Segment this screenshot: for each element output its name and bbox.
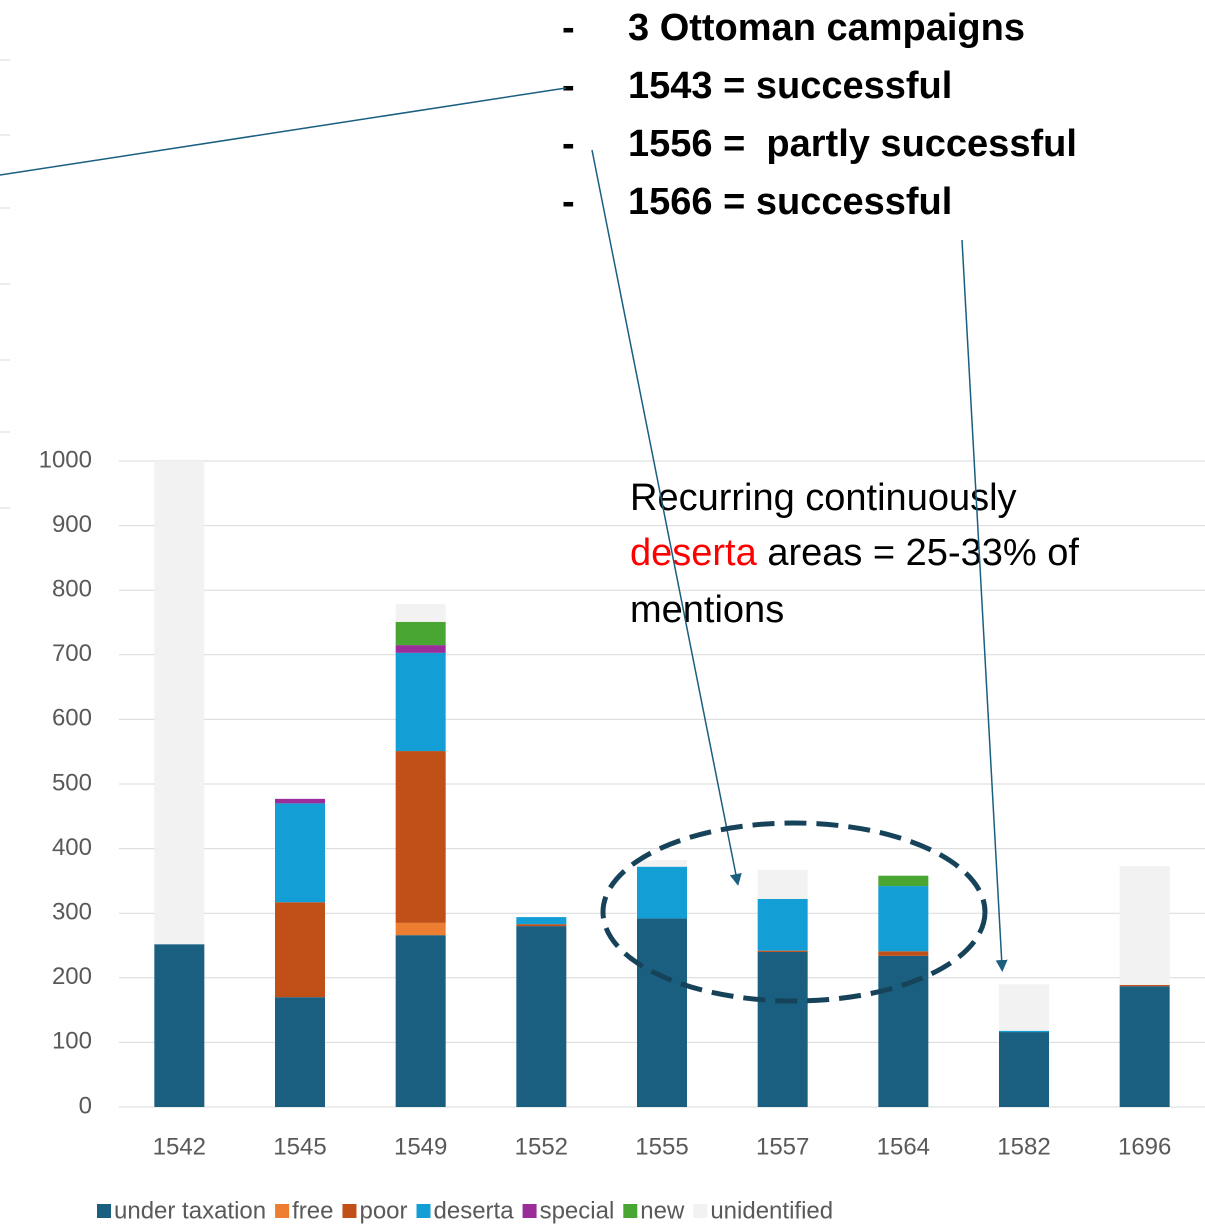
bar-segment [999, 984, 1049, 1031]
bar-segment [395, 922, 446, 936]
y-tick-label: 200 [52, 963, 92, 990]
bar-segment [275, 997, 325, 1107]
pointer-line [0, 87, 567, 176]
bar-segment [637, 866, 687, 919]
annotation-item: 1556 = partly successful [628, 123, 1077, 165]
bar-segment [395, 645, 446, 653]
note-line: Recurring continuously [630, 477, 1017, 519]
y-tick-label: 100 [52, 1028, 92, 1055]
x-tick-label: 1542 [153, 1133, 206, 1160]
note-line: mentions [630, 589, 784, 631]
bar-segment [516, 924, 567, 927]
legend-label: under taxation [114, 1197, 266, 1224]
x-tick-label: 1696 [1118, 1133, 1171, 1160]
legend-swatch [97, 1204, 111, 1218]
legend-swatch [416, 1204, 431, 1218]
bar-segment [757, 898, 808, 951]
bar-segment [275, 798, 325, 804]
legend-swatch [275, 1204, 290, 1218]
x-tick-label: 1555 [635, 1133, 688, 1160]
bar-segment [516, 917, 567, 925]
legend-label: special [540, 1197, 615, 1224]
bar-segment [275, 803, 325, 903]
note-line: deserta areas = 25-33% of [630, 532, 1079, 574]
note-highlight: deserta [630, 532, 758, 574]
x-tick-label: 1582 [997, 1133, 1050, 1160]
legend-label: unidentified [710, 1197, 833, 1224]
bar-segment [878, 951, 929, 956]
bullet: - [562, 7, 575, 49]
y-tick-label: 500 [52, 769, 92, 796]
legend-swatch [342, 1204, 357, 1218]
legend-label: free [292, 1197, 333, 1224]
bar-segment [516, 926, 567, 1107]
bar-segment [878, 886, 929, 952]
x-tick-label: 1545 [273, 1133, 326, 1160]
bar-segment [1119, 986, 1170, 1107]
bar-segment [757, 951, 808, 1107]
y-tick-label: 400 [52, 834, 92, 861]
annotation-item: 1543 = successful [628, 65, 952, 107]
arrow [591, 149, 742, 886]
bar-segment [637, 860, 687, 867]
bullet: - [562, 123, 575, 165]
y-tick-label: 1000 [39, 446, 92, 473]
bar-segment [395, 652, 446, 752]
legend-swatch [623, 1204, 638, 1218]
x-tick-label: 1552 [515, 1133, 568, 1160]
arrow [961, 239, 1008, 972]
bar-segment [637, 918, 687, 1107]
bar-segment [1119, 984, 1170, 987]
legend-swatch [693, 1204, 708, 1218]
x-tick-label: 1549 [394, 1133, 447, 1160]
bar-segment [395, 751, 446, 923]
bar-segment [154, 461, 205, 945]
bar-segment [757, 950, 808, 952]
y-tick-label: 800 [52, 576, 92, 603]
y-tick-label: 900 [52, 511, 92, 538]
annotation-item: 3 Ottoman campaigns [628, 7, 1025, 49]
legend-swatch [522, 1204, 537, 1218]
annotation-item: 1566 = successful [628, 181, 952, 223]
legend-label: deserta [434, 1197, 515, 1224]
bullet: - [562, 65, 575, 107]
bar-segment [395, 621, 446, 646]
bar-segment [275, 902, 325, 998]
y-tick-label: 0 [79, 1092, 92, 1119]
bullet: - [562, 181, 575, 223]
highlight-ellipse [600, 820, 988, 1004]
x-tick-label: 1564 [877, 1133, 930, 1160]
x-tick-label: 1557 [756, 1133, 809, 1160]
y-tick-label: 300 [52, 899, 92, 926]
y-tick-label: 700 [52, 640, 92, 667]
bar-segment [395, 935, 446, 1107]
bar-segment [878, 875, 929, 887]
bar-segment [999, 1030, 1049, 1033]
legend-label: new [640, 1197, 685, 1224]
bar-segment [999, 1032, 1049, 1107]
note-rest: areas = 25-33% of [767, 532, 1079, 574]
legend-label: poor [359, 1197, 407, 1224]
left-edge-ticks [0, 59, 10, 509]
bar-segment [757, 869, 808, 899]
y-tick-label: 600 [52, 705, 92, 732]
bar-segment [1119, 866, 1170, 985]
bar-segment [395, 603, 446, 622]
bar-segment [154, 944, 205, 1107]
